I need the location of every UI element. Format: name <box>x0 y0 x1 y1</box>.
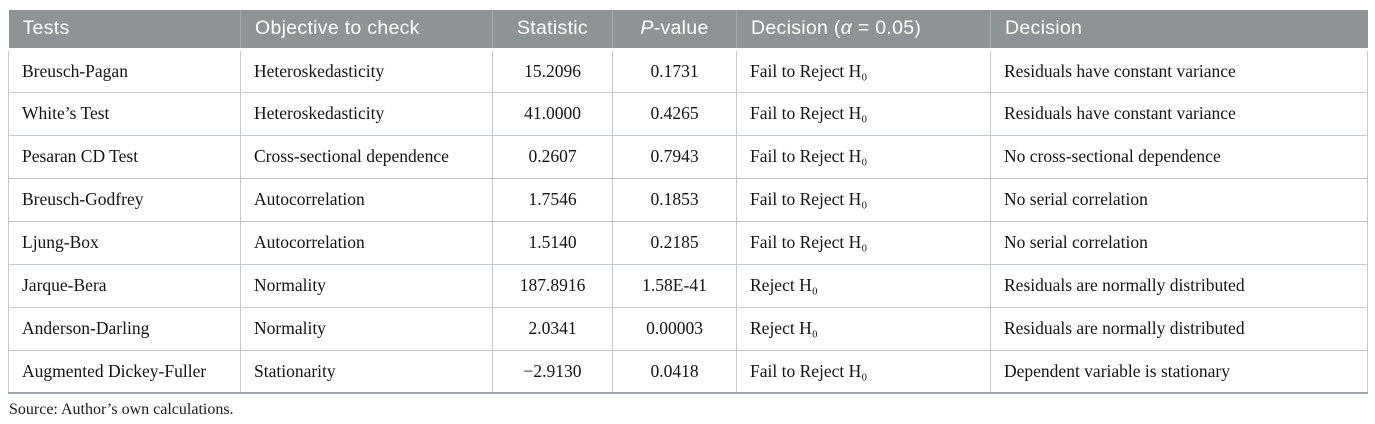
cell-decision: No serial correlation <box>990 177 1368 222</box>
cell-p-value: 0.00003 <box>612 306 737 351</box>
cell-decision: Dependent variable is stationary <box>990 349 1368 394</box>
table-header: Tests Objective to check Statistic P-val… <box>8 10 1368 51</box>
table-row: Augmented Dickey-Fuller Stationarity −2.… <box>8 349 1368 394</box>
column-header-tests: Tests <box>8 10 241 51</box>
p-value-italic-p: P <box>640 17 654 40</box>
cell-statistic: 1.7546 <box>492 177 613 222</box>
table-row: Breusch-Pagan Heteroskedasticity 15.2096… <box>8 48 1368 93</box>
table-row: White’s Test Heteroskedasticity 41.0000 … <box>8 91 1368 136</box>
cell-p-value: 0.2185 <box>612 220 737 265</box>
cell-p-value: 1.58E-41 <box>612 263 737 308</box>
cell-test-name: Pesaran CD Test <box>8 134 241 179</box>
cell-objective: Stationarity <box>240 349 493 394</box>
cell-decision-alpha: Fail to Reject H₀ <box>736 134 991 179</box>
cell-objective: Normality <box>240 306 493 351</box>
alpha-symbol: α <box>840 17 853 40</box>
cell-decision-alpha: Fail to Reject H₀ <box>736 48 991 93</box>
cell-decision: Residuals are normally distributed <box>990 306 1368 351</box>
cell-objective: Heteroskedasticity <box>240 48 493 93</box>
cell-decision-alpha: Fail to Reject H₀ <box>736 177 991 222</box>
diagnostics-table: Tests Objective to check Statistic P-val… <box>8 10 1368 394</box>
cell-objective: Cross-sectional dependence <box>240 134 493 179</box>
cell-test-name: Anderson-Darling <box>8 306 241 351</box>
cell-statistic: 41.0000 <box>492 91 613 136</box>
decision-alpha-prefix: Decision ( <box>751 17 841 40</box>
cell-objective: Heteroskedasticity <box>240 91 493 136</box>
column-header-p-value: P-value <box>612 10 737 51</box>
table-row: Breusch-Godfrey Autocorrelation 1.7546 0… <box>8 177 1368 222</box>
header-row: Tests Objective to check Statistic P-val… <box>8 10 1368 51</box>
source-note: Source: Author’s own calculations. <box>9 401 234 418</box>
column-header-statistic: Statistic <box>492 10 613 51</box>
cell-p-value: 0.1731 <box>612 48 737 93</box>
column-header-decision: Decision <box>990 10 1368 51</box>
cell-statistic: 2.0341 <box>492 306 613 351</box>
cell-statistic: −2.9130 <box>492 349 613 394</box>
table-row: Ljung-Box Autocorrelation 1.5140 0.2185 … <box>8 220 1368 265</box>
cell-test-name: Ljung-Box <box>8 220 241 265</box>
cell-decision: Residuals are normally distributed <box>990 263 1368 308</box>
cell-decision-alpha: Reject H₀ <box>736 263 991 308</box>
cell-decision: Residuals have constant variance <box>990 48 1368 93</box>
cell-objective: Normality <box>240 263 493 308</box>
cell-test-name: White’s Test <box>8 91 241 136</box>
cell-decision: No cross-sectional dependence <box>990 134 1368 179</box>
cell-statistic: 1.5140 <box>492 220 613 265</box>
cell-statistic: 15.2096 <box>492 48 613 93</box>
cell-decision: Residuals have constant variance <box>990 91 1368 136</box>
cell-decision: No serial correlation <box>990 220 1368 265</box>
p-value-rest: -value <box>653 17 709 40</box>
cell-objective: Autocorrelation <box>240 177 493 222</box>
cell-decision-alpha: Fail to Reject H₀ <box>736 349 991 394</box>
cell-objective: Autocorrelation <box>240 220 493 265</box>
cell-p-value: 0.0418 <box>612 349 737 394</box>
column-header-objective: Objective to check <box>240 10 493 51</box>
table-row: Jarque-Bera Normality 187.8916 1.58E-41 … <box>8 263 1368 308</box>
cell-test-name: Breusch-Godfrey <box>8 177 241 222</box>
cell-decision-alpha: Fail to Reject H₀ <box>736 91 991 136</box>
cell-test-name: Jarque-Bera <box>8 263 241 308</box>
decision-alpha-suffix: = 0.05) <box>852 17 922 40</box>
table-row: Pesaran CD Test Cross-sectional dependen… <box>8 134 1368 179</box>
cell-decision-alpha: Fail to Reject H₀ <box>736 220 991 265</box>
cell-p-value: 0.4265 <box>612 91 737 136</box>
cell-statistic: 0.2607 <box>492 134 613 179</box>
cell-decision-alpha: Reject H₀ <box>736 306 991 351</box>
cell-test-name: Breusch-Pagan <box>8 48 241 93</box>
column-header-decision-alpha: Decision (α = 0.05) <box>736 10 991 51</box>
cell-p-value: 0.7943 <box>612 134 737 179</box>
cell-statistic: 187.8916 <box>492 263 613 308</box>
table-row: Anderson-Darling Normality 2.0341 0.0000… <box>8 306 1368 351</box>
table-body: Breusch-Pagan Heteroskedasticity 15.2096… <box>8 48 1368 394</box>
cell-test-name: Augmented Dickey-Fuller <box>8 349 241 394</box>
cell-p-value: 0.1853 <box>612 177 737 222</box>
